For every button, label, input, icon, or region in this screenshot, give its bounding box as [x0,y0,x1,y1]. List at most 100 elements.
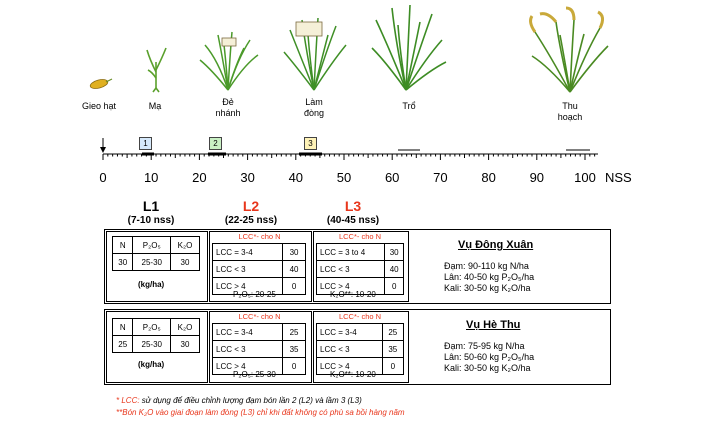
footnote-k2o: **Bón K₂O vào giai đoạn làm đòng (L3) ch… [116,408,405,417]
ht-l2-total: P₂O₅: 25-30 [233,370,276,379]
ht-l3-r2-label: LCC < 3 [316,340,383,358]
dx-l3-lcc-title: LCC*- cho N [338,232,382,241]
dx-line-dam: Đạm: 90-110 kg N/ha [444,261,529,271]
l1-name: L1 [142,198,160,214]
dx-npk-n: 30 [111,253,134,271]
axis-tick-label: 30 [240,170,255,185]
marker-2: 2 [209,137,222,150]
dx-l3-total: K₂O**: 10-20 [330,290,376,299]
stage-label-gieo-hat: Gieo hạt [81,101,117,111]
ht-l3-total: K₂O**: 10-20 [330,370,376,379]
dx-line-kali: Kali: 30-50 kg K₂O/ha [444,283,531,293]
dx-l3-r3-label: LCC > 4 [315,277,386,295]
marker-3: 3 [304,137,317,150]
dx-l2-lcc-title: LCC*- cho N [238,232,281,241]
axis-tick-label: 0 [99,170,107,185]
dx-npk-table: N P₂O₅ K₂O 30 25-30 30 [111,236,200,271]
dx-l2-r3-label: LCC > 4 [211,277,284,295]
dx-l2-r3-value: 0 [282,277,306,295]
footnote-lcc-prefix: * LCC: [116,396,140,405]
marker-1: 1 [139,137,152,150]
ht-npk-p: 25-30 [132,335,171,353]
tillering-plant-icon [199,31,259,91]
l2-range: (22-25 nss) [224,215,278,226]
dx-l2-r1-label: LCC = 3-4 [211,243,284,261]
l3-range: (40-45 nss) [326,215,380,226]
dx-l2-total: P₂O₅: 20-25 [233,290,276,299]
npk-header-k: K₂O [170,236,200,254]
stage-label-thu-hoach: Thu hoạch [557,101,583,122]
dx-l3-r1-value: 30 [384,243,404,261]
axis-tick-label: 70 [433,170,448,185]
axis-unit-nss: NSS [605,170,632,185]
dx-l3-r2-label: LCC < 3 [315,260,386,278]
dx-unit: (kg/ha) [138,280,165,289]
dx-l3-r3-value: 0 [384,277,404,295]
axis-tick-label: 90 [529,170,545,185]
timeline-axis [100,138,598,160]
ht-npk-k: 30 [170,335,200,353]
ht-title: Vụ Hè Thu [466,319,521,331]
dx-l2-r1-value: 30 [282,243,306,261]
l2-name: L2 [242,198,260,214]
dx-l2-r2-value: 40 [282,260,306,278]
ht-npk-header-p: P₂O₅ [132,318,171,336]
ht-l3-r2-value: 35 [381,340,405,358]
footnote-lcc-text: sử dụng để điều chỉnh lượng đạm bón lần … [139,396,362,405]
ht-l3-lcc-title: LCC*- cho N [338,312,382,321]
stage-label-ma: Mạ [148,101,162,111]
ht-unit: (kg/ha) [138,360,165,369]
ht-line-dam: Đạm: 75-95 kg N/ha [444,341,525,351]
footnote-lcc: * LCC: sử dụng để điều chỉnh lượng đạm b… [116,396,362,405]
ht-npk-header-n: N [111,318,134,336]
header-l3: L3 (40-45 nss) [317,198,389,227]
ht-npk-header-k: K₂O [170,318,200,336]
ht-l3-r1-value: 25 [381,323,405,341]
seed-icon [89,78,113,89]
ht-l3-r3-value: 0 [381,357,405,375]
l1-range: (7-10 nss) [127,215,175,226]
ht-l2-r1-value: 25 [282,323,306,341]
axis-tick-label: 100 [574,170,596,185]
ht-l3-r1-label: LCC = 3-4 [316,323,383,341]
ht-line-lan: Lân: 50-60 kg P₂O₅/ha [444,352,535,362]
axis-tick-label: 10 [143,170,159,185]
axis-tick-label: 40 [288,170,304,185]
dx-npk-p: 25-30 [132,253,171,271]
axis-tick-label: 20 [192,170,207,185]
ht-line-kali: Kali: 30-50 kg K₂O/ha [444,363,531,373]
ht-l2-r2-value: 35 [282,340,306,358]
ht-npk-table: N P₂O₅ K₂O 25 25-30 30 [111,318,200,353]
arrow-head-icon [100,147,106,153]
axis-tick-label: 50 [336,170,352,185]
heading-plant-icon [371,4,447,91]
dx-npk-k: 30 [170,253,200,271]
dx-l3-r2-value: 40 [384,260,404,278]
header-l2: L2 (22-25 nss) [215,198,287,227]
stage-label-de-nhanh: Đẻ nhánh [215,97,241,118]
ht-l2-r2-label: LCC < 3 [211,340,284,358]
l3-name: L3 [344,198,362,214]
ht-l2-r1-label: LCC = 3-4 [211,323,284,341]
stage-label-lam-dong: Làm đòng [303,97,325,118]
axis-tick-label: 60 [384,170,400,185]
dx-line-lan: Lân: 40-50 kg P₂O₅/ha [444,272,535,282]
seedling-icon [146,47,167,93]
ht-l2-lcc-title: LCC*- cho N [238,312,281,321]
dx-l3-r1-label: LCC = 3 to 4 [315,243,386,261]
stage-label-tro: Trổ [402,101,416,111]
axis-tick-label: 80 [481,170,496,185]
ht-l2-r3-label: LCC > 4 [211,357,284,375]
dx-title: Vụ Đông Xuân [458,239,534,251]
ht-l2-r3-value: 0 [282,357,306,375]
npk-header-n: N [111,236,134,254]
header-l1: L1 (7-10 nss) [118,198,184,227]
dx-l2-r2-label: LCC < 3 [211,260,284,278]
harvest-plant-icon [529,6,609,93]
booting-plant-icon [283,17,347,91]
